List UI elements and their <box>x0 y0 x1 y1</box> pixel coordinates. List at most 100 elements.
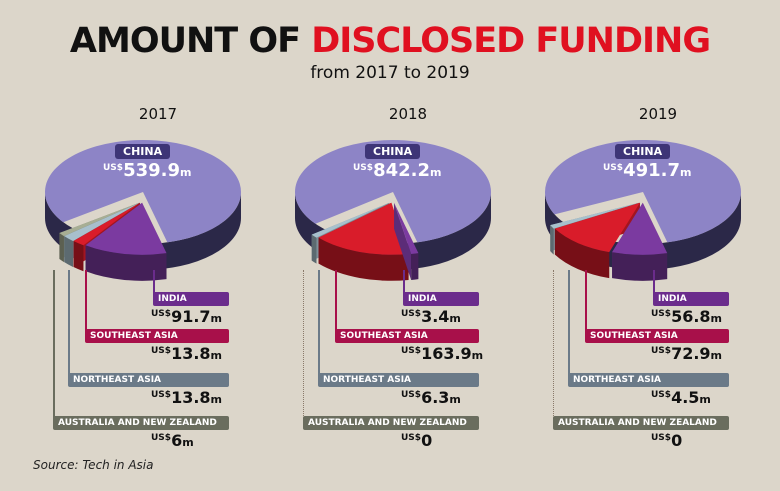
leader-line-india <box>653 270 655 298</box>
value-suffix: m <box>182 436 194 449</box>
leader-line-northeast-asia <box>68 270 70 379</box>
value-number: 0 <box>671 431 683 450</box>
value-number: 13.8 <box>171 388 211 407</box>
region-value-australia-nz: US$0 <box>401 431 432 450</box>
region-value-australia-nz: US$0 <box>651 431 682 450</box>
china-value: US$539.9m <box>103 160 191 181</box>
page-title: AMOUNT OF DISCLOSED FUNDING <box>0 20 780 62</box>
leader-line-australia-nz <box>553 270 556 422</box>
china-label: CHINA <box>365 144 421 159</box>
value-prefix: US$ <box>651 309 672 319</box>
pie-chart <box>545 140 741 281</box>
china-label: CHINA <box>115 144 171 159</box>
value-prefix: US$ <box>151 390 172 400</box>
value-suffix: m <box>699 393 711 406</box>
value-number: 72.9 <box>671 344 711 363</box>
value-prefix: US$ <box>603 163 624 173</box>
region-label-northeast-asia: NORTHEAST ASIA <box>318 373 479 387</box>
value-suffix: m <box>710 349 723 362</box>
value-prefix: US$ <box>401 390 422 400</box>
value-prefix: US$ <box>151 433 172 443</box>
value-number: 6.3 <box>421 388 450 407</box>
pie-slice-china <box>545 140 741 243</box>
value-number: 0 <box>421 431 433 450</box>
leader-line-southeast-asia <box>85 270 87 335</box>
pie-slice-india <box>85 202 167 281</box>
value-number: 91.7 <box>171 307 211 326</box>
region-value-india: US$91.7m <box>151 307 222 326</box>
region-label-australia-nz: AUSTRALIA AND NEW ZEALAND <box>53 416 229 430</box>
region-label-india: INDIA <box>653 292 729 306</box>
region-value-northeast-asia: US$4.5m <box>651 388 711 407</box>
china-value: US$842.2m <box>353 160 441 181</box>
region-label-india: INDIA <box>153 292 229 306</box>
value-number: 6 <box>171 431 183 450</box>
chart-title: 2019 <box>638 105 678 123</box>
region-value-northeast-asia: US$6.3m <box>401 388 461 407</box>
pie-panel-2019: 2019 CHINA US$491.7m INDIA US$56.8m SOUTHEAST… <box>533 100 780 460</box>
title-part-1: AMOUNT OF <box>69 21 312 61</box>
pie-panel-2018: 2018 CHINA US$842.2m INDIA US$3.4m SOUTHEAST … <box>283 100 533 460</box>
source-note: Source: Tech in Asia <box>33 458 154 472</box>
region-value-india: US$56.8m <box>651 307 722 326</box>
region-label-southeast-asia: SOUTHEAST ASIA <box>85 329 229 343</box>
value-number: 56.8 <box>671 307 711 326</box>
leader-line-india <box>153 270 155 298</box>
pie-slice-china <box>45 140 241 243</box>
page-subtitle: from 2017 to 2019 <box>310 63 470 83</box>
pie-panel-2017: 2017 CHINA US$539.9m INDIA US$91.7m SOUTHEAST… <box>33 100 283 460</box>
value-suffix: m <box>210 393 223 406</box>
region-value-southeast-asia: US$72.9m <box>651 344 722 363</box>
region-label-northeast-asia: NORTHEAST ASIA <box>568 373 729 387</box>
leader-line-southeast-asia <box>585 270 587 335</box>
value-suffix: m <box>210 312 223 325</box>
value-number: 13.8 <box>171 344 211 363</box>
value-suffix: m <box>710 312 723 325</box>
pie-chart <box>295 140 491 281</box>
leader-line-northeast-asia <box>568 270 570 379</box>
region-label-australia-nz: AUSTRALIA AND NEW ZEALAND <box>303 416 479 430</box>
value-number: 842.2 <box>373 160 430 181</box>
value-number: 3.4 <box>421 307 450 326</box>
value-prefix: US$ <box>353 163 374 173</box>
value-prefix: US$ <box>401 433 422 443</box>
value-suffix: m <box>430 166 442 179</box>
value-prefix: US$ <box>401 309 422 319</box>
region-label-northeast-asia: NORTHEAST ASIA <box>68 373 229 387</box>
leader-line-australia-nz <box>303 270 306 422</box>
chart-title: 2018 <box>388 105 428 123</box>
value-suffix: m <box>449 393 461 406</box>
value-prefix: US$ <box>651 346 672 356</box>
value-prefix: US$ <box>151 346 172 356</box>
value-prefix: US$ <box>651 390 672 400</box>
region-value-southeast-asia: US$13.8m <box>151 344 222 363</box>
value-number: 491.7 <box>623 160 680 181</box>
title-part-2: DISCLOSED FUNDING <box>311 21 711 61</box>
value-suffix: m <box>471 349 484 362</box>
pie-slice-southeast-asia <box>554 202 640 279</box>
region-value-southeast-asia: US$163.9m <box>401 344 483 363</box>
region-label-australia-nz: AUSTRALIA AND NEW ZEALAND <box>553 416 729 430</box>
value-prefix: US$ <box>103 163 124 173</box>
leader-line-southeast-asia <box>335 270 337 335</box>
value-suffix: m <box>180 166 192 179</box>
value-suffix: m <box>210 349 223 362</box>
value-prefix: US$ <box>151 309 172 319</box>
region-label-southeast-asia: SOUTHEAST ASIA <box>335 329 479 343</box>
region-label-india: INDIA <box>403 292 479 306</box>
leader-line-india <box>403 270 405 298</box>
pie-slice-southeast-asia <box>318 202 409 281</box>
region-value-india: US$3.4m <box>401 307 461 326</box>
pie-chart <box>45 140 241 281</box>
value-suffix: m <box>680 166 692 179</box>
value-suffix: m <box>449 312 461 325</box>
value-number: 163.9 <box>421 344 472 363</box>
value-prefix: US$ <box>651 433 672 443</box>
region-value-australia-nz: US$6m <box>151 431 194 450</box>
region-value-northeast-asia: US$13.8m <box>151 388 222 407</box>
pie-slice-china <box>295 140 491 243</box>
value-prefix: US$ <box>401 346 422 356</box>
value-number: 539.9 <box>123 160 180 181</box>
china-label: CHINA <box>615 144 671 159</box>
leader-line-northeast-asia <box>318 270 320 379</box>
